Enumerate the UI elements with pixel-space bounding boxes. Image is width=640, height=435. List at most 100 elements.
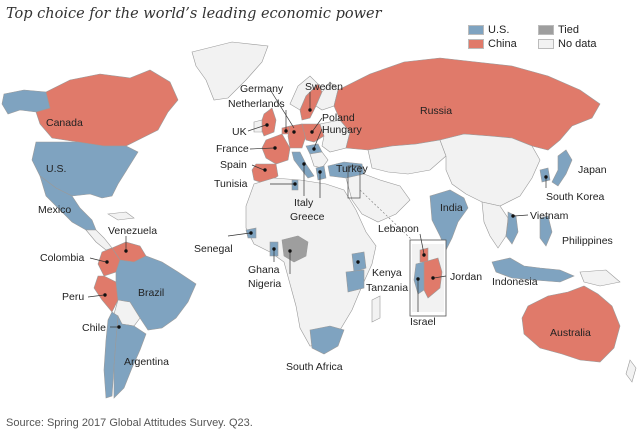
leader-hungary — [313, 128, 323, 149]
dot-south-korea — [544, 175, 548, 179]
label-turkey: Turkey — [336, 163, 368, 175]
dot-kenya — [356, 260, 360, 264]
legend-item-tied: Tied — [538, 24, 579, 36]
dot-tunisia — [293, 182, 297, 186]
label-philippines: Philippines — [562, 235, 613, 247]
madagascar-shape — [371, 295, 381, 323]
label-spain: Spain — [220, 159, 247, 171]
country-japan — [551, 149, 573, 187]
leader-spain — [251, 164, 265, 171]
label-venezuela: Venezuela — [108, 225, 157, 237]
dot-france — [273, 146, 277, 150]
leader-peru — [87, 294, 105, 298]
label-tanzania: Tanzania — [366, 282, 408, 294]
leader-lebanon — [419, 233, 425, 255]
legend-item-us: U.S. — [468, 24, 509, 36]
label-south-africa: South Africa — [286, 361, 343, 373]
label-brazil: Brazil — [138, 287, 164, 299]
leader-senegal — [227, 232, 251, 237]
legend-swatch-tied — [538, 25, 554, 35]
dot-senegal — [249, 231, 253, 235]
country-south-africa — [309, 325, 345, 355]
new-guinea-shape — [579, 269, 621, 287]
country-uk — [259, 107, 277, 137]
source-note: Source: Spring 2017 Global Attitudes Sur… — [6, 417, 253, 429]
label-lebanon: Lebanon — [378, 223, 419, 235]
leader-uk — [247, 124, 267, 132]
map-title: Top choice for the world’s leading econo… — [6, 6, 382, 22]
legend-swatch-china — [468, 39, 484, 49]
dot-israel — [416, 277, 420, 281]
legend-label-nodata: No data — [558, 38, 597, 50]
country-south-korea — [539, 167, 551, 183]
dot-uk — [265, 123, 269, 127]
dot-poland — [310, 130, 314, 134]
label-japan: Japan — [578, 164, 607, 176]
dot-nigeria — [288, 249, 292, 253]
dot-ghana — [272, 247, 276, 251]
leader-colombia — [89, 257, 107, 263]
legend-item-china: China — [468, 38, 517, 50]
inset-source-box — [347, 165, 361, 199]
legend-swatch-us — [468, 25, 484, 35]
label-uk: UK — [232, 126, 247, 138]
legend-label-tied: Tied — [558, 24, 579, 36]
label-australia: Australia — [550, 327, 591, 339]
new-zealand-shape — [625, 359, 637, 383]
inset-connector — [359, 189, 413, 241]
ireland-shape — [253, 119, 263, 133]
dot-lebanon — [422, 253, 426, 257]
label-argentina: Argentina — [124, 356, 169, 368]
dot-spain — [263, 168, 267, 172]
country-argentina — [113, 314, 147, 399]
central-asia-shape — [367, 139, 447, 175]
label-kenya: Kenya — [372, 267, 402, 279]
label-south-korea: South Korea — [546, 191, 605, 203]
country-russia — [333, 57, 601, 151]
leader-germany — [270, 90, 295, 129]
label-peru: Peru — [62, 291, 84, 303]
china-shape — [439, 133, 541, 207]
label-poland: Poland — [322, 112, 355, 124]
legend-label-us: U.S. — [488, 24, 510, 36]
country-australia — [521, 285, 621, 363]
caribbean-shape — [107, 211, 135, 221]
label-colombia: Colombia — [40, 252, 85, 264]
label-indonesia: Indonesia — [492, 276, 538, 288]
middle-east-shape — [345, 173, 411, 223]
dot-colombia — [105, 260, 109, 264]
label-israel: Israel — [410, 316, 436, 328]
label-germany: Germany — [240, 83, 284, 95]
label-tunisia: Tunisia — [214, 178, 248, 190]
label-italy: Italy — [294, 197, 314, 209]
dot-chile — [117, 325, 121, 329]
country-philippines — [539, 215, 553, 247]
label-france: France — [216, 143, 249, 155]
label-russia: Russia — [420, 105, 452, 117]
dot-greece — [318, 170, 322, 174]
label-nigeria: Nigeria — [248, 278, 281, 290]
dot-netherlands — [284, 129, 288, 133]
leader-vietnam — [513, 214, 529, 217]
dot-germany — [292, 130, 296, 134]
label-chile: Chile — [82, 322, 106, 334]
label-netherlands: Netherlands — [228, 98, 285, 110]
label-ghana: Ghana — [248, 264, 280, 276]
label-sweden: Sweden — [305, 81, 343, 93]
greenland-shape — [191, 41, 269, 101]
se-asia-shape — [481, 201, 509, 249]
legend-label-china: China — [488, 38, 517, 50]
dot-hungary — [312, 147, 316, 151]
label-vietnam: Vietnam — [530, 210, 569, 222]
label-senegal: Senegal — [194, 243, 233, 255]
dot-peru — [103, 293, 107, 297]
country-canada — [35, 69, 179, 147]
country-nigeria — [281, 235, 309, 263]
label-greece: Greece — [290, 211, 325, 223]
country-india — [429, 189, 469, 251]
label-jordan: Jordan — [450, 271, 482, 283]
dot-sweden — [308, 108, 312, 112]
leader-poland — [311, 117, 323, 133]
leader-france — [249, 147, 275, 150]
